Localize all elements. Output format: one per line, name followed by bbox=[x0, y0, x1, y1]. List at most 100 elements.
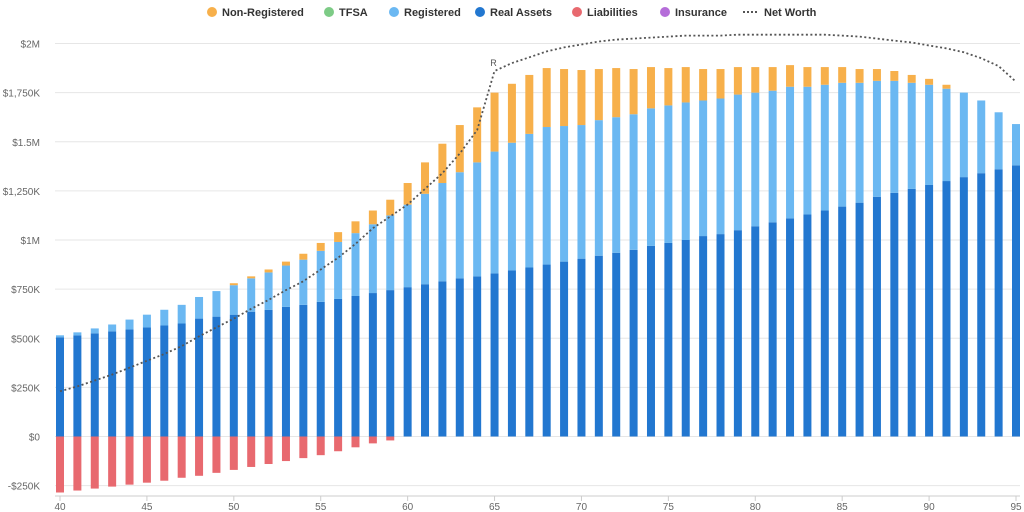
bar-real-assets-77[interactable] bbox=[699, 236, 708, 437]
bar-registered-77[interactable] bbox=[699, 100, 708, 237]
bar-non-registered-91[interactable] bbox=[942, 84, 951, 89]
bar-registered-76[interactable] bbox=[681, 102, 690, 240]
bar-real-assets-79[interactable] bbox=[733, 230, 742, 437]
bar-non-registered-62[interactable] bbox=[438, 143, 447, 184]
bar-real-assets-73[interactable] bbox=[629, 249, 638, 437]
bar-real-assets-90[interactable] bbox=[925, 184, 934, 437]
bar-real-assets-86[interactable] bbox=[855, 202, 864, 437]
bar-registered-85[interactable] bbox=[838, 82, 847, 207]
bar-registered-94[interactable] bbox=[994, 112, 1003, 170]
bar-registered-73[interactable] bbox=[629, 114, 638, 250]
bar-registered-95[interactable] bbox=[1012, 124, 1020, 166]
bar-registered-44[interactable] bbox=[125, 319, 134, 330]
bar-registered-75[interactable] bbox=[664, 105, 673, 243]
bar-registered-92[interactable] bbox=[959, 92, 968, 178]
bar-liabilities-54[interactable] bbox=[299, 436, 308, 459]
bar-real-assets-69[interactable] bbox=[560, 261, 569, 437]
bar-liabilities-51[interactable] bbox=[247, 436, 256, 467]
bar-registered-91[interactable] bbox=[942, 88, 951, 182]
bar-registered-48[interactable] bbox=[195, 296, 204, 319]
bar-real-assets-84[interactable] bbox=[820, 210, 829, 437]
bar-real-assets-66[interactable] bbox=[507, 270, 516, 437]
bar-non-registered-77[interactable] bbox=[699, 69, 708, 101]
bar-registered-67[interactable] bbox=[525, 133, 534, 268]
bar-registered-93[interactable] bbox=[977, 100, 986, 174]
bar-liabilities-50[interactable] bbox=[229, 436, 238, 470]
bar-registered-86[interactable] bbox=[855, 82, 864, 203]
bar-registered-62[interactable] bbox=[438, 183, 447, 282]
bar-registered-74[interactable] bbox=[646, 108, 655, 246]
bar-real-assets-62[interactable] bbox=[438, 281, 447, 437]
bar-liabilities-49[interactable] bbox=[212, 436, 221, 473]
bar-registered-84[interactable] bbox=[820, 84, 829, 211]
bar-liabilities-55[interactable] bbox=[316, 436, 325, 456]
bar-non-registered-78[interactable] bbox=[716, 69, 725, 99]
bar-non-registered-64[interactable] bbox=[473, 107, 482, 163]
bar-registered-90[interactable] bbox=[925, 84, 934, 185]
bar-liabilities-43[interactable] bbox=[108, 436, 117, 487]
bar-non-registered-63[interactable] bbox=[455, 125, 464, 173]
legend-item-insurance[interactable]: Insurance bbox=[660, 7, 727, 19]
bar-non-registered-82[interactable] bbox=[786, 65, 795, 87]
bar-real-assets-93[interactable] bbox=[977, 173, 986, 437]
bar-registered-88[interactable] bbox=[890, 80, 899, 193]
bar-liabilities-45[interactable] bbox=[142, 436, 151, 483]
bar-non-registered-65[interactable] bbox=[490, 92, 499, 152]
bar-registered-43[interactable] bbox=[108, 324, 117, 332]
bar-registered-69[interactable] bbox=[560, 126, 569, 262]
bar-non-registered-68[interactable] bbox=[542, 68, 551, 128]
bar-registered-58[interactable] bbox=[368, 224, 377, 294]
bar-real-assets-72[interactable] bbox=[612, 252, 621, 437]
bar-non-registered-87[interactable] bbox=[872, 69, 881, 81]
bar-registered-45[interactable] bbox=[142, 314, 151, 328]
bar-liabilities-52[interactable] bbox=[264, 436, 273, 465]
bar-real-assets-81[interactable] bbox=[768, 222, 777, 437]
legend-item-net-worth[interactable]: Net Worth bbox=[743, 7, 817, 19]
bar-registered-72[interactable] bbox=[612, 117, 621, 253]
bar-registered-60[interactable] bbox=[403, 204, 412, 288]
bar-registered-55[interactable] bbox=[316, 250, 325, 302]
bar-real-assets-85[interactable] bbox=[838, 206, 847, 437]
bar-registered-50[interactable] bbox=[229, 285, 238, 315]
bar-non-registered-60[interactable] bbox=[403, 183, 412, 205]
bar-non-registered-55[interactable] bbox=[316, 242, 325, 251]
bar-real-assets-92[interactable] bbox=[959, 177, 968, 437]
bar-non-registered-71[interactable] bbox=[594, 69, 603, 121]
bar-real-assets-80[interactable] bbox=[751, 226, 760, 437]
bar-real-assets-82[interactable] bbox=[786, 218, 795, 437]
bar-liabilities-40[interactable] bbox=[56, 436, 64, 493]
bar-non-registered-59[interactable] bbox=[386, 199, 395, 216]
bar-real-assets-71[interactable] bbox=[594, 255, 603, 437]
bar-registered-41[interactable] bbox=[73, 332, 82, 336]
bar-real-assets-46[interactable] bbox=[160, 325, 169, 437]
bar-liabilities-57[interactable] bbox=[351, 436, 360, 448]
bar-registered-42[interactable] bbox=[90, 328, 99, 334]
bar-non-registered-61[interactable] bbox=[421, 162, 430, 194]
bar-real-assets-94[interactable] bbox=[994, 169, 1003, 437]
bar-real-assets-43[interactable] bbox=[108, 331, 117, 437]
bar-liabilities-44[interactable] bbox=[125, 436, 134, 485]
bar-registered-59[interactable] bbox=[386, 215, 395, 291]
bar-liabilities-46[interactable] bbox=[160, 436, 169, 481]
bar-non-registered-88[interactable] bbox=[890, 71, 899, 81]
bar-registered-64[interactable] bbox=[473, 162, 482, 277]
bar-liabilities-41[interactable] bbox=[73, 436, 82, 491]
bar-real-assets-75[interactable] bbox=[664, 242, 673, 437]
bar-non-registered-89[interactable] bbox=[907, 74, 916, 83]
bar-registered-63[interactable] bbox=[455, 172, 464, 279]
bar-non-registered-73[interactable] bbox=[629, 69, 638, 115]
bar-real-assets-42[interactable] bbox=[90, 333, 99, 437]
bar-registered-52[interactable] bbox=[264, 272, 273, 310]
bar-real-assets-53[interactable] bbox=[281, 306, 290, 437]
bar-registered-49[interactable] bbox=[212, 291, 221, 317]
bar-real-assets-58[interactable] bbox=[368, 293, 377, 437]
bar-real-assets-60[interactable] bbox=[403, 287, 412, 437]
bar-real-assets-89[interactable] bbox=[907, 188, 916, 437]
bar-real-assets-95[interactable] bbox=[1012, 165, 1020, 437]
bar-registered-47[interactable] bbox=[177, 304, 186, 324]
bar-non-registered-70[interactable] bbox=[577, 70, 586, 126]
bar-real-assets-70[interactable] bbox=[577, 258, 586, 437]
bar-non-registered-83[interactable] bbox=[803, 67, 812, 87]
bar-registered-70[interactable] bbox=[577, 125, 586, 259]
bar-registered-81[interactable] bbox=[768, 90, 777, 223]
